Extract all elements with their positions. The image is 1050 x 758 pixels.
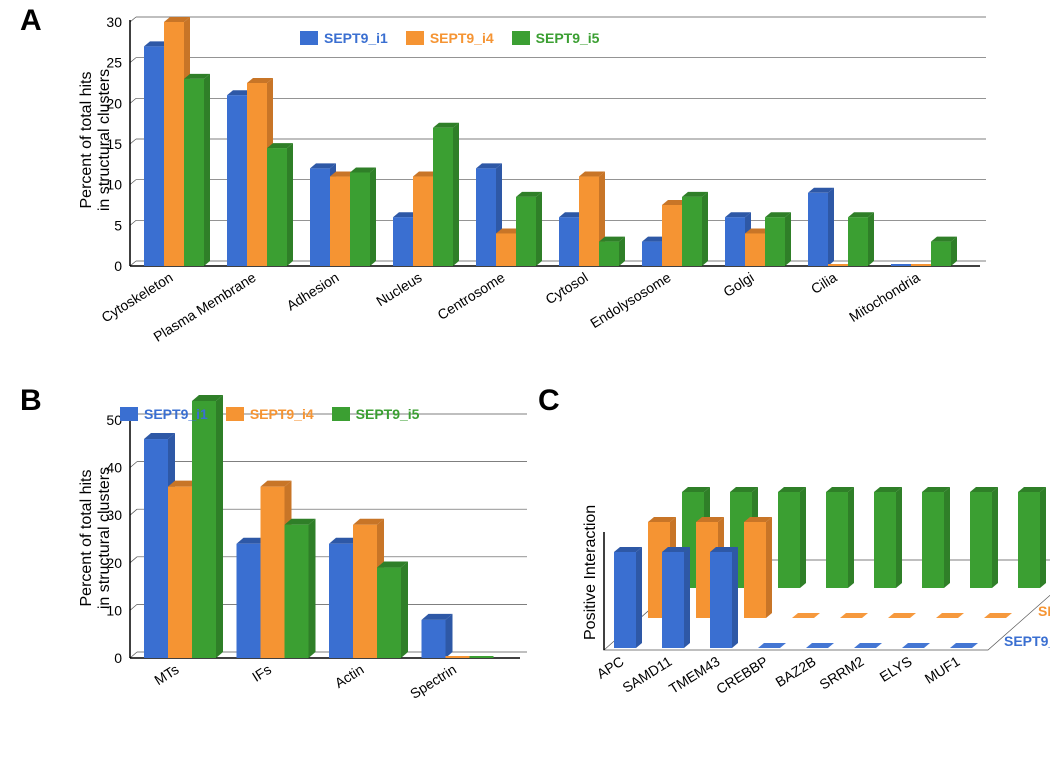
- svg-text:BAZ2B: BAZ2B: [772, 653, 818, 690]
- svg-text:MUF1: MUF1: [922, 653, 963, 687]
- svg-text:CREBBP: CREBBP: [713, 653, 770, 697]
- svg-text:SEPT9_i1: SEPT9_i1: [1004, 633, 1050, 649]
- svg-text:APC: APC: [594, 653, 627, 682]
- chart-c-svg: SEPT9_i5SEPT9_i4SEPT9_i1APCSAMD11TMEM43C…: [0, 0, 1050, 758]
- svg-text:SRRM2: SRRM2: [817, 653, 867, 693]
- svg-text:ELYS: ELYS: [877, 653, 915, 685]
- svg-text:SAMD11: SAMD11: [619, 653, 674, 696]
- svg-text:TMEM43: TMEM43: [666, 653, 723, 697]
- svg-text:SEPT9_i4: SEPT9_i4: [1038, 603, 1050, 619]
